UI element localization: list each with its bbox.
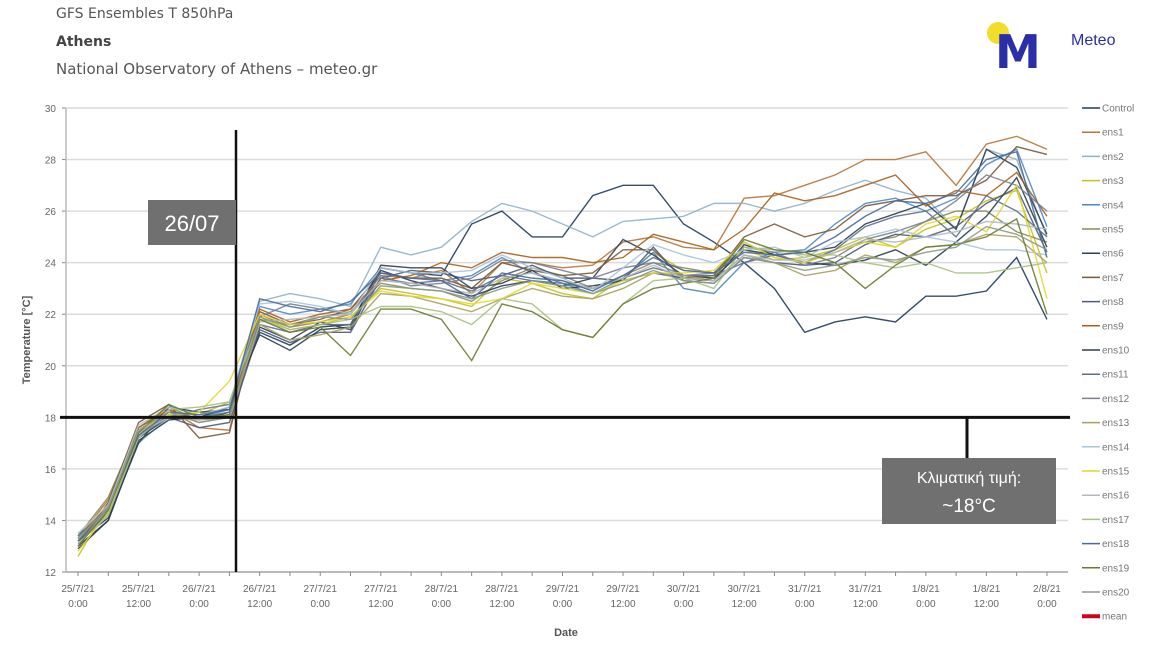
- legend-label: ens18: [1102, 539, 1130, 550]
- legend-label: Control: [1102, 104, 1134, 115]
- legend-label: ens1: [1102, 128, 1124, 139]
- x-tick-label: 1/8/21 0:00: [912, 584, 940, 610]
- legend-label: ens13: [1102, 418, 1130, 429]
- legend-label: ens14: [1102, 442, 1130, 453]
- x-tick-label: 25/7/21 12:00: [122, 584, 156, 610]
- y-tick-label: 26: [45, 207, 57, 218]
- legend-label: ens6: [1102, 249, 1124, 260]
- x-tick-label: 26/7/21 0:00: [182, 584, 216, 610]
- legend-label: mean: [1102, 612, 1127, 623]
- climate-callout-label: Κλιματική τιμή:: [917, 470, 1021, 487]
- y-tick-label: 28: [45, 156, 57, 167]
- y-tick-label: 14: [45, 516, 57, 527]
- meteo-logo: M Meteo: [985, 20, 1135, 76]
- x-tick-label: 31/7/21 12:00: [849, 584, 883, 610]
- x-tick-label: 29/7/21 12:00: [606, 584, 640, 610]
- x-tick-label: 30/7/21 0:00: [667, 584, 701, 610]
- legend-label: ens17: [1102, 515, 1130, 526]
- x-tick-label: 26/7/21 12:00: [243, 584, 277, 610]
- series-line-ens18: [77, 150, 1048, 542]
- y-tick-label: 30: [45, 104, 57, 115]
- series-line-ens15: [77, 183, 1048, 552]
- legend-label: ens3: [1102, 176, 1124, 187]
- date-marker-label: 26/07: [164, 211, 219, 236]
- series-line-ens9: [77, 171, 1048, 539]
- legend-label: ens2: [1102, 152, 1124, 163]
- legend-label: ens12: [1102, 394, 1130, 405]
- x-tick-label: 30/7/21 12:00: [727, 584, 761, 610]
- legend-label: ens16: [1102, 491, 1130, 502]
- sun-icon: [987, 22, 1009, 44]
- climate-callout-box: [882, 458, 1056, 524]
- m-logo-mark: M: [995, 25, 1041, 79]
- legend-label: ens8: [1102, 297, 1124, 308]
- x-tick-label: 29/7/21 0:00: [546, 584, 580, 610]
- source-label: National Observatory of Athens – meteo.g…: [56, 60, 378, 78]
- location-label: Athens: [56, 34, 112, 50]
- climate-callout-value: ~18°C: [942, 496, 996, 517]
- legend-label: ens15: [1102, 467, 1130, 478]
- x-tick-label: 27/7/21 12:00: [364, 584, 398, 610]
- x-tick-label: 1/8/21 12:00: [972, 584, 1000, 610]
- x-tick-label: 27/7/21 0:00: [304, 584, 338, 610]
- legend-label: ens9: [1102, 321, 1124, 332]
- legend-label: ens5: [1102, 225, 1124, 236]
- legend-label: ens19: [1102, 563, 1130, 574]
- legend-label: ens11: [1102, 370, 1129, 381]
- legend-label: ens7: [1102, 273, 1124, 284]
- y-tick-label: 16: [45, 465, 57, 476]
- x-axis-title: Date: [554, 627, 578, 639]
- y-tick-label: 22: [45, 310, 57, 321]
- series-line-ens13: [77, 233, 1048, 547]
- y-tick-label: 20: [45, 362, 57, 373]
- x-tick-label: 31/7/21 0:00: [788, 584, 822, 610]
- legend-label: ens20: [1102, 588, 1130, 599]
- y-tick-label: 24: [45, 259, 57, 270]
- x-tick-label: 2/8/21 0:00: [1033, 584, 1061, 610]
- y-tick-label: 18: [45, 413, 57, 424]
- date-marker-box: [148, 200, 236, 245]
- series-line-ens20: [77, 225, 1048, 539]
- legend-label: ens4: [1102, 200, 1124, 211]
- legend-label: ens10: [1102, 346, 1130, 357]
- chart-title: GFS Ensembles T 850hPa: [56, 6, 234, 22]
- x-tick-label: 28/7/21 12:00: [485, 584, 519, 610]
- logo-text: Meteo: [1071, 32, 1116, 49]
- y-tick-label: 12: [45, 568, 57, 579]
- x-tick-label: 25/7/21 0:00: [61, 584, 95, 610]
- x-tick-label: 28/7/21 0:00: [425, 584, 459, 610]
- y-axis-title: Temperature [°C]: [21, 295, 33, 384]
